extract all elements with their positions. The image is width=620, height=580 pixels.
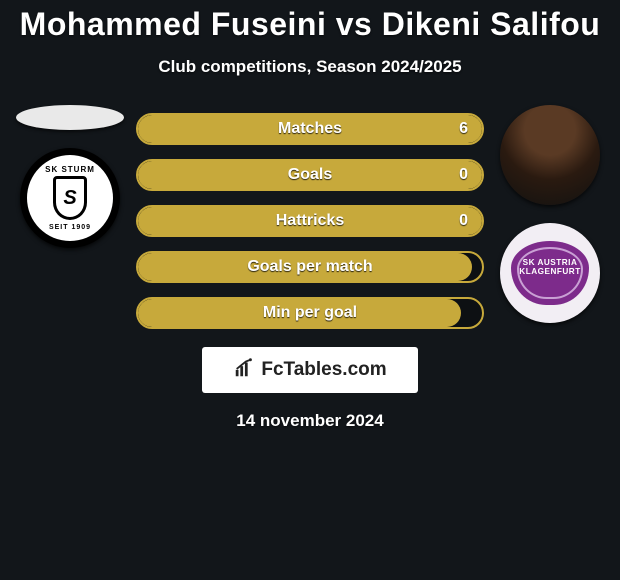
bars-column: Matches 6 Goals 0 Hattricks 0 Goals per … <box>130 113 490 329</box>
subtitle: Club competitions, Season 2024/2025 <box>158 57 461 77</box>
bar-value: 6 <box>459 115 468 143</box>
right-column: SK AUSTRIA KLAGENFURT <box>490 105 610 323</box>
club1-center: S <box>53 176 87 220</box>
bar-label: Min per goal <box>138 299 482 327</box>
club2-text: SK AUSTRIA KLAGENFURT <box>511 258 589 277</box>
brand-box[interactable]: FcTables.com <box>202 347 418 393</box>
club1-badge-inner: SK STURM S SEIT 1909 <box>27 155 113 241</box>
club2-badge-inner: SK AUSTRIA KLAGENFURT <box>511 241 589 305</box>
bar-goals: Goals 0 <box>136 159 484 191</box>
bar-label: Goals per match <box>138 253 482 281</box>
player1-avatar <box>16 105 124 130</box>
bar-value: 0 <box>459 161 468 189</box>
player2-avatar <box>500 105 600 205</box>
bar-matches: Matches 6 <box>136 113 484 145</box>
date-line: 14 november 2024 <box>236 411 383 431</box>
bar-min-per-goal: Min per goal <box>136 297 484 329</box>
brand-text: FcTables.com <box>261 359 386 381</box>
club2-badge: SK AUSTRIA KLAGENFURT <box>500 223 600 323</box>
comparison-card: Mohammed Fuseini vs Dikeni Salifou Club … <box>0 0 620 580</box>
left-column: SK STURM S SEIT 1909 <box>10 105 130 248</box>
club1-badge: SK STURM S SEIT 1909 <box>20 148 120 248</box>
main-row: SK STURM S SEIT 1909 Matches 6 Goals 0 H… <box>10 105 610 329</box>
bar-label: Matches <box>138 115 482 143</box>
bar-value: 0 <box>459 207 468 235</box>
bar-label: Hattricks <box>138 207 482 235</box>
club1-text-top: SK STURM <box>45 165 95 174</box>
brand-chart-icon <box>233 357 255 384</box>
bar-hattricks: Hattricks 0 <box>136 205 484 237</box>
page-title: Mohammed Fuseini vs Dikeni Salifou <box>20 6 601 43</box>
bar-label: Goals <box>138 161 482 189</box>
bar-goals-per-match: Goals per match <box>136 251 484 283</box>
club1-text-bottom: SEIT 1909 <box>49 224 91 231</box>
